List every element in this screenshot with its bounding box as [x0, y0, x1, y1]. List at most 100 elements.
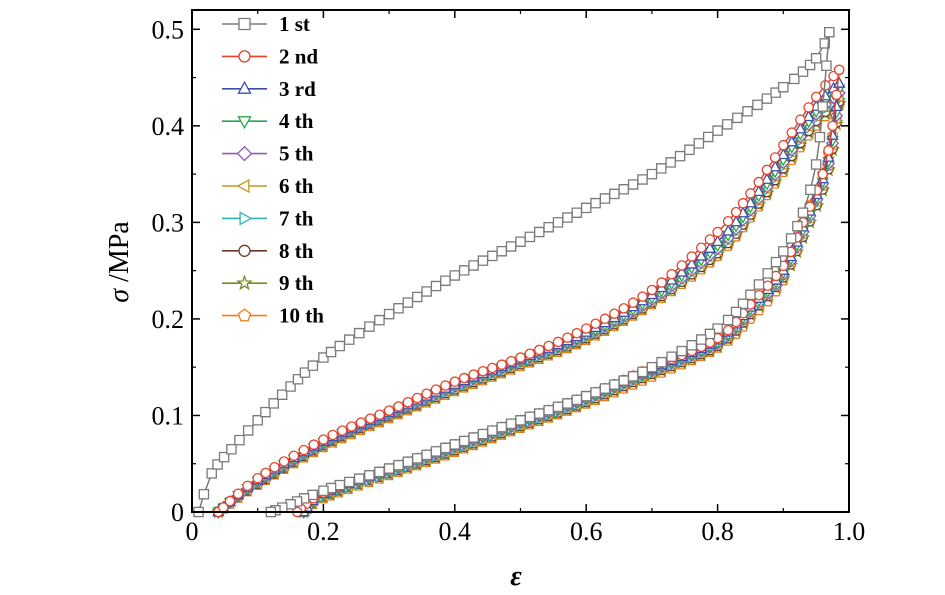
series-2-loading-point [449, 376, 461, 387]
x-tick-label: 0 [186, 517, 199, 546]
legend-label: 1 st [279, 12, 310, 36]
legend-marker [238, 244, 251, 257]
series-1-loading-point [226, 444, 237, 455]
series-3-unloading-point [830, 99, 843, 112]
legend-marker [239, 211, 253, 226]
series-1-loading-point [412, 291, 423, 303]
series-2-loading-point [232, 488, 244, 499]
series-1-loading-point [458, 265, 470, 276]
series-2-loading-point [278, 456, 290, 467]
series-1-loading-point [609, 188, 620, 200]
series-1-loading-point [234, 434, 245, 446]
series-1-loading-point [260, 406, 271, 418]
series-2-loading-point [534, 344, 545, 356]
series-1-unloading-point [590, 387, 601, 398]
series-1-loading-point [307, 360, 319, 371]
series-1-unloading-point [393, 459, 404, 471]
series-3-loading-point [703, 241, 717, 253]
series-1-unloading-point [695, 334, 707, 345]
series-3-loading-point [794, 122, 807, 134]
series-1-loading-point [318, 352, 329, 363]
series-1-loading-point [383, 308, 395, 320]
series-1-loading-point [618, 184, 629, 195]
series-2-loading-point [224, 495, 236, 507]
series-1-unloading-point [515, 415, 526, 426]
series-1-unloading-point [730, 306, 742, 318]
legend-entry-8: 8 th [222, 239, 314, 263]
series-2-loading-point [769, 152, 781, 163]
series-2-loading-point [704, 234, 716, 245]
series-1-unloading-point [753, 279, 765, 290]
series-1-unloading-point [580, 390, 592, 402]
series-1-loading-point [449, 270, 461, 281]
x-tick-label: 0.2 [307, 517, 340, 546]
legend-marker [236, 145, 253, 162]
series-1-loading-point [334, 340, 346, 352]
series-1 [193, 26, 835, 518]
series-2-loading-point [609, 308, 620, 319]
y-tick-label: 0.1 [152, 401, 185, 430]
series-2-loading-point [524, 348, 536, 359]
series-3-loading-point [802, 109, 815, 122]
series-1-unloading-point [487, 425, 498, 436]
y-axis-symbol: σ [104, 288, 135, 303]
series-1-loading-point [353, 327, 365, 339]
series-2-loading-point [637, 291, 648, 302]
series-2-loading-point [346, 421, 357, 432]
series-1-loading-point [268, 398, 279, 409]
series-2-loading-point [590, 318, 601, 329]
series-1-loading-point [819, 38, 831, 49]
series-2-loading-point [753, 176, 764, 188]
legend-entry-4: 4 th [222, 109, 314, 133]
legend-entry-1: 1 st [222, 12, 310, 36]
series-1-loading-point [637, 174, 648, 185]
series-1-unloading-point [762, 268, 773, 279]
series-2-loading-point [318, 434, 329, 445]
series-1-loading-point [496, 245, 507, 257]
series-1-loading-point [684, 144, 695, 156]
y-axis-unit: /MPa [104, 221, 135, 289]
y-tick-label: 0 [171, 498, 184, 527]
series-1-loading-point [627, 179, 639, 190]
series-1-loading-point [344, 334, 355, 345]
series-1-loading-point [770, 87, 781, 98]
series-1-unloading-point [676, 345, 688, 357]
series-1-loading-point [524, 231, 536, 243]
series-2-loading-point [543, 340, 554, 352]
series-1-loading-point [364, 321, 375, 332]
series-2-unloading-point [753, 289, 765, 301]
series-1-loading-point [580, 202, 592, 214]
series-1-unloading-point [402, 456, 414, 468]
series-1-unloading-point [656, 356, 667, 368]
series-3-loading-point [729, 215, 743, 227]
legend-entry-6: 6 th [222, 174, 314, 198]
series-1-loading-point [206, 468, 217, 479]
legend-label: 9 th [279, 271, 314, 295]
series-1-unloading-point [824, 26, 835, 38]
legend-label: 6 th [279, 174, 314, 198]
series-1-loading-point [218, 451, 230, 463]
series-1-unloading-point [421, 449, 432, 461]
axes: 0 0.2 0.4 0.6 0.8 1.0 0 0.1 0.2 0.3 0.4 0.5 [152, 9, 865, 546]
series-2-loading-point [515, 352, 526, 363]
series-1-loading-point [646, 168, 658, 180]
series-2-loading-point [618, 303, 629, 314]
legend-label: 8 th [279, 239, 314, 263]
series-1-loading-point [477, 255, 489, 266]
series-1-loading-point [665, 157, 676, 168]
series-1-unloading-point [534, 408, 545, 419]
series-1-loading-point [374, 314, 385, 326]
series-2-loading-point [778, 139, 789, 151]
series-2-loading-point [252, 472, 263, 484]
series-1-loading-point [552, 217, 564, 228]
series-1-loading-point [487, 250, 498, 262]
series-3-loading-point [760, 172, 774, 184]
series-1-unloading-point [686, 340, 697, 351]
legend-label: 5 th [279, 142, 314, 166]
series-1-unloading-point [477, 428, 489, 440]
series-1-unloading-point [353, 473, 365, 484]
legend-label: 4 th [279, 109, 314, 133]
series-1-loading-point [752, 99, 763, 111]
series-2-loading-point [308, 439, 320, 450]
